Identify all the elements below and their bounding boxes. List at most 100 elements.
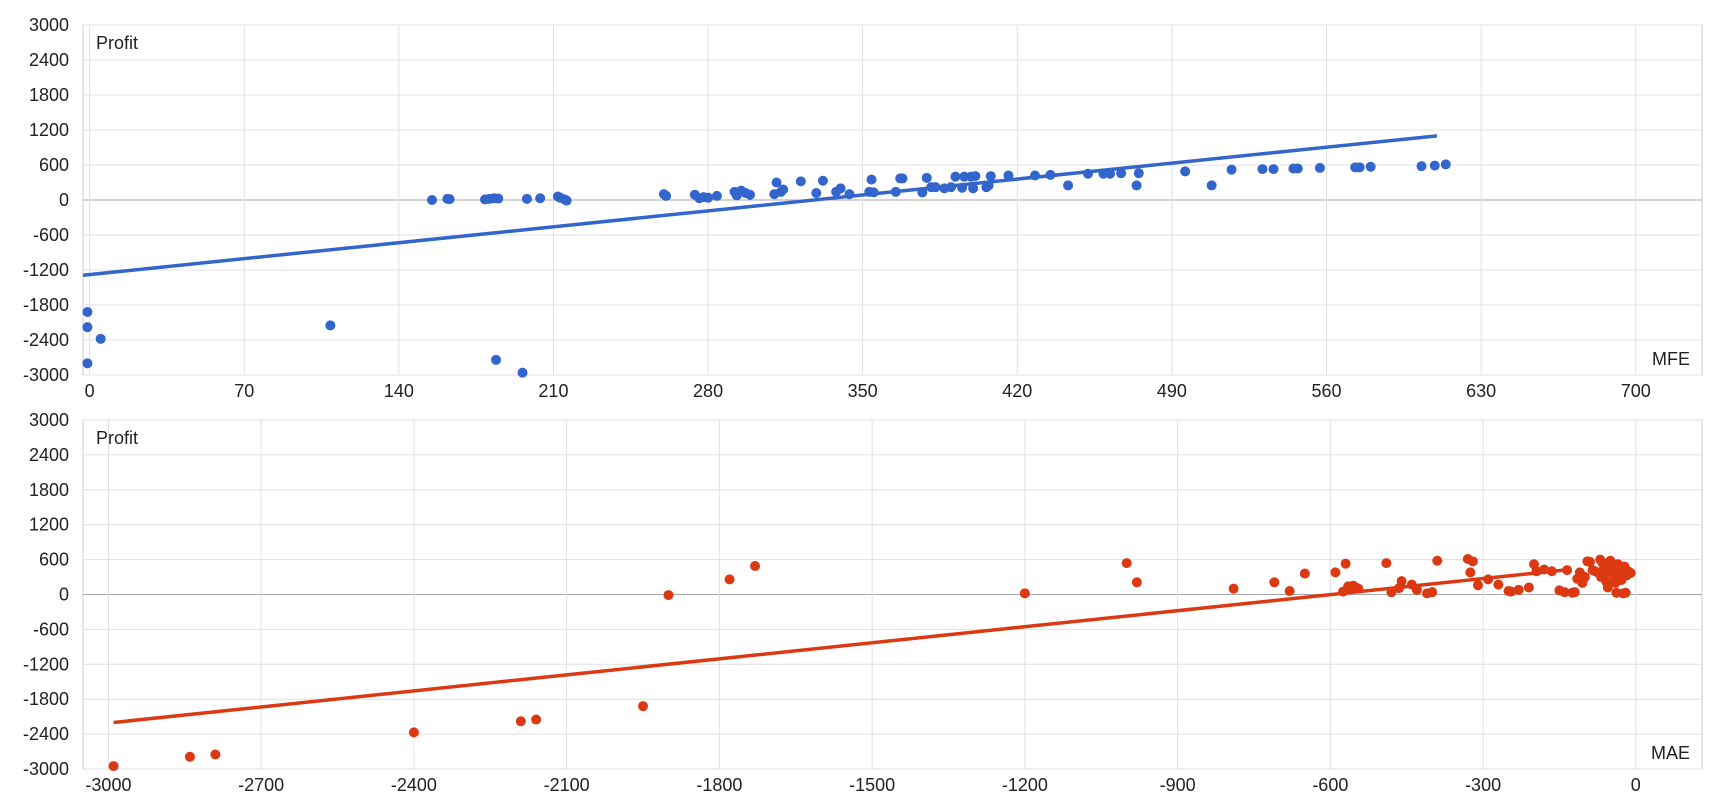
data-point[interactable] bbox=[921, 172, 932, 183]
data-point[interactable] bbox=[711, 190, 722, 201]
data-point[interactable] bbox=[1330, 567, 1341, 578]
data-point[interactable] bbox=[535, 193, 546, 204]
data-point[interactable] bbox=[1299, 568, 1310, 579]
data-point[interactable] bbox=[703, 192, 714, 203]
data-point[interactable] bbox=[1440, 159, 1451, 170]
data-point[interactable] bbox=[1432, 555, 1443, 566]
data-point[interactable] bbox=[985, 171, 996, 182]
data-point[interactable] bbox=[108, 761, 119, 772]
data-point[interactable] bbox=[983, 180, 994, 191]
data-point[interactable] bbox=[1396, 576, 1407, 587]
data-point[interactable] bbox=[1513, 584, 1524, 595]
data-point[interactable] bbox=[444, 194, 455, 205]
data-point[interactable] bbox=[1226, 164, 1237, 175]
data-point[interactable] bbox=[1131, 180, 1142, 191]
data-point[interactable] bbox=[1506, 586, 1517, 597]
data-point[interactable] bbox=[1284, 586, 1295, 597]
data-point[interactable] bbox=[1620, 587, 1631, 598]
data-point[interactable] bbox=[1523, 582, 1534, 593]
data-point[interactable] bbox=[897, 173, 908, 184]
data-point[interactable] bbox=[1340, 558, 1351, 569]
data-point[interactable] bbox=[1569, 587, 1580, 598]
data-point[interactable] bbox=[661, 190, 672, 201]
data-point[interactable] bbox=[1386, 587, 1397, 598]
data-point[interactable] bbox=[1292, 163, 1303, 174]
data-point[interactable] bbox=[82, 322, 93, 333]
data-point[interactable] bbox=[1427, 587, 1438, 598]
data-point[interactable] bbox=[745, 189, 756, 200]
data-point[interactable] bbox=[210, 749, 221, 760]
data-point[interactable] bbox=[1257, 164, 1268, 175]
data-point[interactable] bbox=[1019, 588, 1030, 599]
data-point[interactable] bbox=[491, 354, 502, 365]
data-point[interactable] bbox=[1365, 161, 1376, 172]
data-point[interactable] bbox=[184, 751, 195, 762]
data-point[interactable] bbox=[1539, 564, 1550, 575]
data-point[interactable] bbox=[957, 182, 968, 193]
data-point[interactable] bbox=[1584, 556, 1595, 567]
data-point[interactable] bbox=[970, 171, 981, 182]
data-point[interactable] bbox=[1228, 583, 1239, 594]
data-point[interactable] bbox=[663, 590, 674, 601]
data-point[interactable] bbox=[866, 174, 877, 185]
data-point[interactable] bbox=[1559, 587, 1570, 598]
data-point[interactable] bbox=[890, 186, 901, 197]
data-point[interactable] bbox=[1045, 169, 1056, 180]
data-point[interactable] bbox=[1268, 164, 1279, 175]
data-point[interactable] bbox=[515, 716, 526, 727]
data-point[interactable] bbox=[1562, 565, 1573, 576]
data-point[interactable] bbox=[817, 175, 828, 186]
data-point[interactable] bbox=[1063, 180, 1074, 191]
data-point[interactable] bbox=[1493, 579, 1504, 590]
data-point[interactable] bbox=[1180, 166, 1191, 177]
data-point[interactable] bbox=[517, 367, 528, 378]
data-point[interactable] bbox=[1206, 180, 1217, 191]
data-point[interactable] bbox=[750, 560, 761, 571]
data-point[interactable] bbox=[950, 171, 961, 182]
data-point[interactable] bbox=[493, 193, 504, 204]
data-point[interactable] bbox=[408, 727, 419, 738]
data-point[interactable] bbox=[1465, 567, 1476, 578]
data-point[interactable] bbox=[968, 183, 979, 194]
data-point[interactable] bbox=[1269, 577, 1280, 588]
data-point[interactable] bbox=[1003, 170, 1014, 181]
data-point[interactable] bbox=[844, 189, 855, 200]
data-point[interactable] bbox=[1416, 161, 1427, 172]
data-point[interactable] bbox=[638, 701, 649, 712]
data-point[interactable] bbox=[724, 574, 735, 585]
data-point[interactable] bbox=[82, 358, 93, 369]
data-point[interactable] bbox=[1472, 580, 1483, 591]
data-point[interactable] bbox=[778, 184, 789, 195]
data-point[interactable] bbox=[1411, 584, 1422, 595]
data-point[interactable] bbox=[1625, 567, 1636, 578]
data-point[interactable] bbox=[426, 195, 437, 205]
data-point[interactable] bbox=[1467, 556, 1478, 567]
data-point[interactable] bbox=[1546, 566, 1557, 577]
data-point[interactable] bbox=[1381, 558, 1392, 569]
data-point[interactable] bbox=[95, 333, 106, 344]
data-point[interactable] bbox=[1131, 577, 1142, 588]
data-point[interactable] bbox=[835, 183, 846, 194]
data-point[interactable] bbox=[325, 320, 336, 331]
data-point[interactable] bbox=[1531, 566, 1542, 577]
data-point[interactable] bbox=[1105, 168, 1116, 179]
data-point[interactable] bbox=[946, 182, 957, 193]
data-point[interactable] bbox=[1579, 572, 1590, 583]
data-point[interactable] bbox=[1121, 558, 1132, 569]
data-point[interactable] bbox=[1133, 168, 1144, 179]
data-point[interactable] bbox=[1483, 574, 1494, 585]
data-point[interactable] bbox=[795, 176, 806, 187]
data-point[interactable] bbox=[771, 177, 782, 188]
data-point[interactable] bbox=[1116, 168, 1127, 179]
data-point[interactable] bbox=[1314, 162, 1325, 173]
data-point[interactable] bbox=[868, 187, 879, 198]
data-point[interactable] bbox=[531, 714, 542, 725]
data-point[interactable] bbox=[1354, 162, 1365, 173]
data-point[interactable] bbox=[561, 195, 572, 206]
data-point[interactable] bbox=[930, 182, 941, 193]
data-point[interactable] bbox=[811, 188, 822, 198]
data-point[interactable] bbox=[1353, 583, 1364, 594]
data-point[interactable] bbox=[1602, 582, 1613, 593]
data-point[interactable] bbox=[1082, 168, 1093, 179]
data-point[interactable] bbox=[917, 187, 928, 198]
